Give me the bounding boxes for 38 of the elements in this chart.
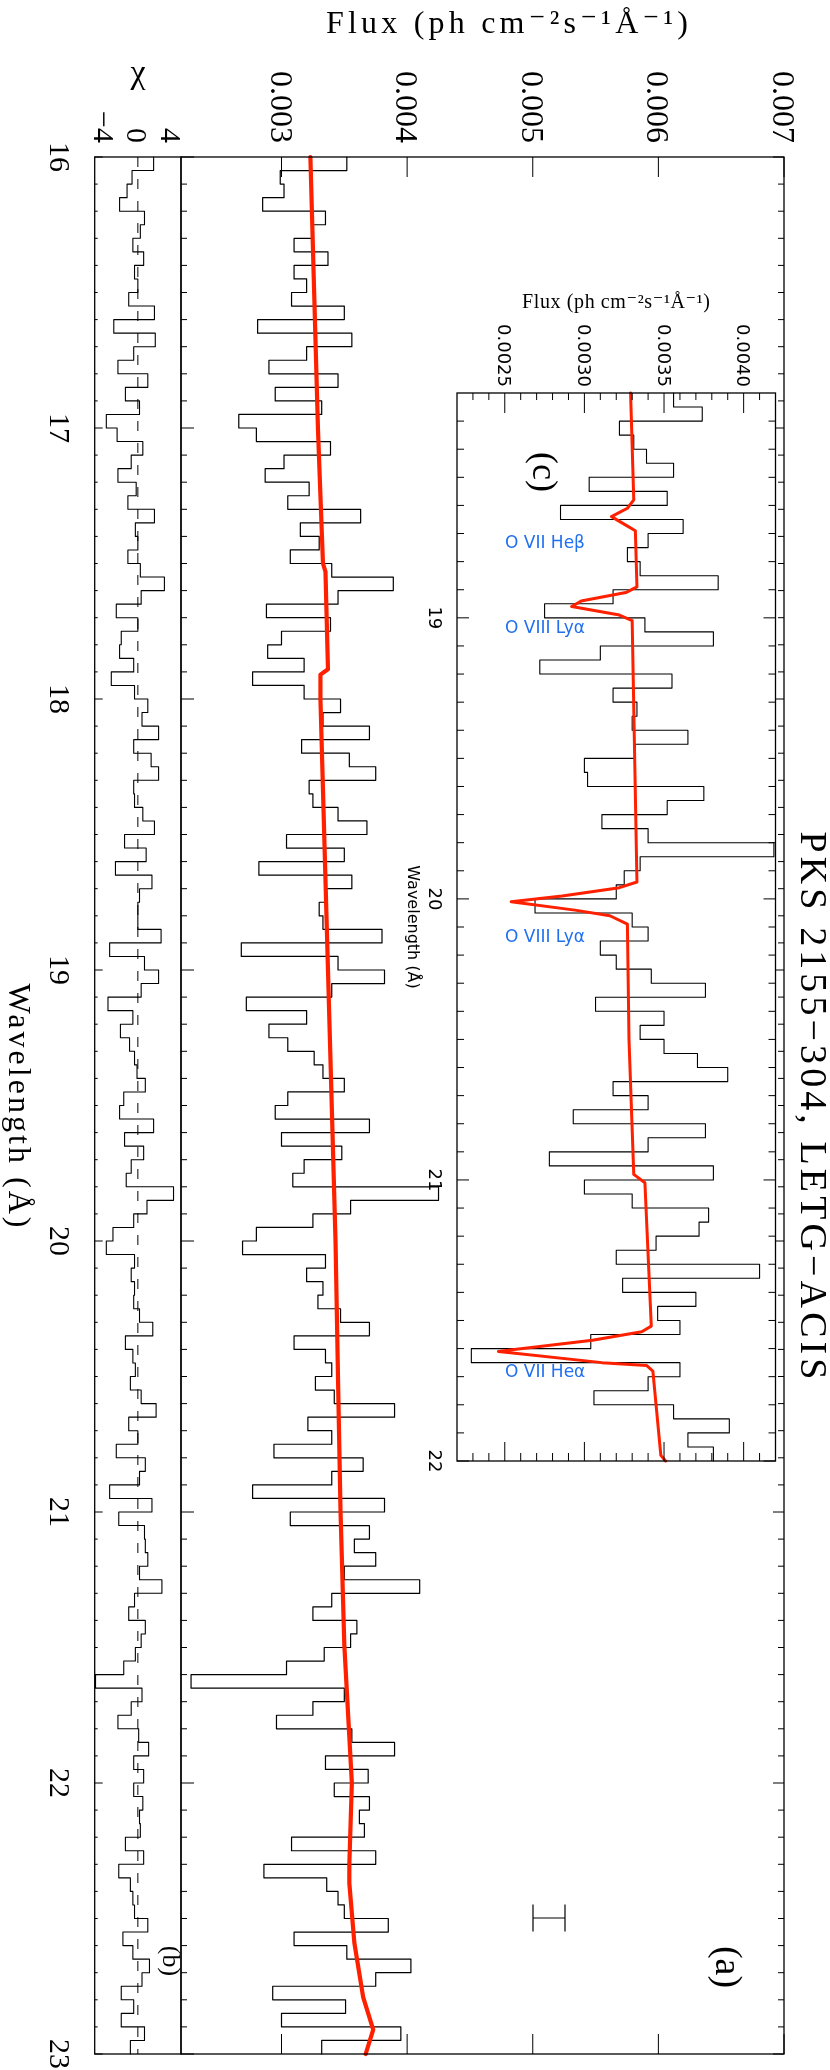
x-tick-label: 0.004 xyxy=(389,71,426,143)
annotation: (c) xyxy=(525,452,565,492)
y-tick-label: 19 xyxy=(43,955,77,985)
y-tick-label: 19 xyxy=(424,606,446,630)
x-tick-label: 0.005 xyxy=(514,71,551,143)
annotation: O VIII Lyα xyxy=(505,617,586,637)
x-tick-label: 0 xyxy=(121,128,155,143)
y-tick-label: 17 xyxy=(43,413,77,443)
text: PKS 2155−304, LETG−ACIS xyxy=(793,831,830,1380)
annotation: (a) xyxy=(707,1945,750,1989)
y-axis-title: Wavelength (Å) xyxy=(403,865,423,989)
x-tick-label: −4 xyxy=(88,111,122,143)
x-tick-label: 4 xyxy=(154,128,188,143)
y-tick-label: 22 xyxy=(43,1768,77,1798)
annotation: O VII Heβ xyxy=(505,532,585,552)
x-axis-title: Flux (ph cm⁻²s⁻¹Å⁻¹) xyxy=(522,290,710,313)
annotation: (b) xyxy=(156,1945,186,1977)
x-tick-label: 0.007 xyxy=(766,71,802,143)
annotation: O VII Heα xyxy=(505,1361,586,1381)
x-tick-label: 0.0035 xyxy=(653,324,675,387)
y-tick-label: 20 xyxy=(43,1226,77,1256)
x-tick-label: 0.0040 xyxy=(733,324,755,387)
x-tick-label: 0.003 xyxy=(263,71,300,143)
y-tick-label: 21 xyxy=(43,1497,77,1527)
y-axis-title: Wavelength (Å) xyxy=(2,983,38,1228)
y-tick-label: 22 xyxy=(424,1449,446,1473)
x-axis-title: χ xyxy=(129,52,146,90)
y-tick-label: 16 xyxy=(43,142,77,172)
x-axis-title: Flux (ph cm⁻²s⁻¹Å⁻¹) xyxy=(326,4,688,40)
y-tick-label: 23 xyxy=(43,2039,77,2069)
annotation: O VIII Lyα xyxy=(505,926,586,946)
x-tick-label: 0.0025 xyxy=(494,324,516,387)
y-tick-label: 21 xyxy=(424,1168,446,1192)
y-tick-label: 18 xyxy=(43,684,77,714)
y-tick-label: 20 xyxy=(424,887,446,911)
x-tick-label: 0.0030 xyxy=(573,324,595,387)
line-series xyxy=(496,391,668,1463)
x-tick-label: 0.006 xyxy=(640,71,677,143)
